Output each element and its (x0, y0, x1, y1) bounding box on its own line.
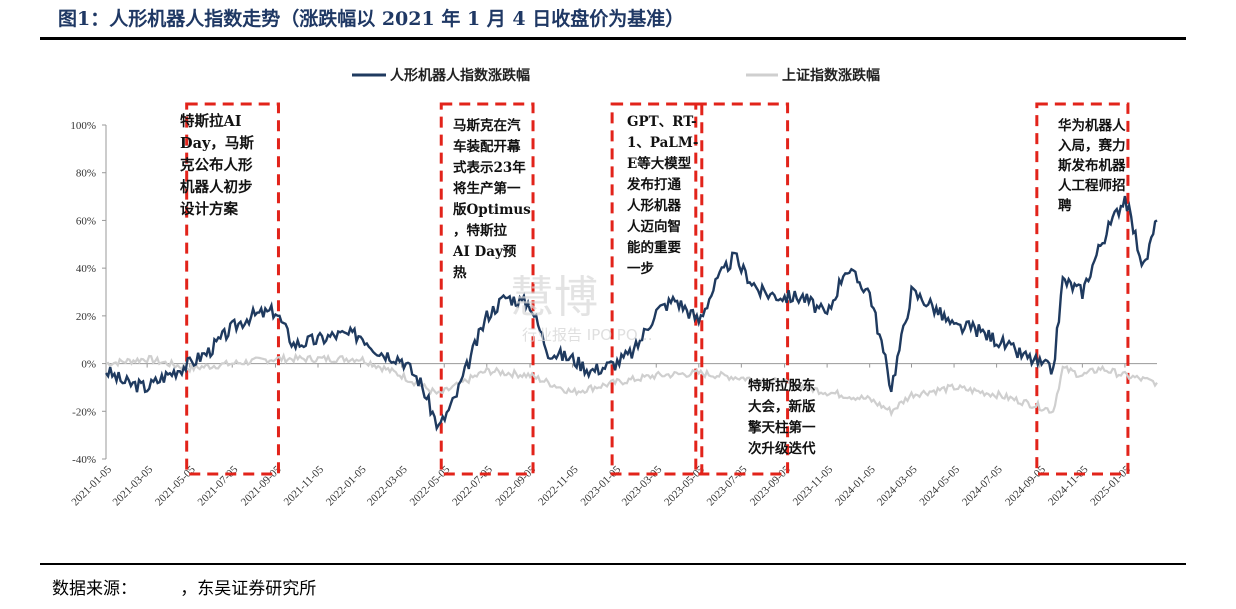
event-box (610, 102, 704, 476)
x-tick-label: 2021-07-05 (196, 463, 241, 508)
annotation-line: 聘 (1058, 197, 1072, 214)
annotation-line: 设计方案 (180, 200, 238, 218)
annotation-line: 人工程师招 (1058, 177, 1126, 194)
annotation-line: 一步 (627, 260, 654, 277)
y-tick-label: 100% (70, 120, 96, 132)
annotation-line: 1、PaLM- (627, 135, 698, 151)
x-tick-label: 2024-03-05 (875, 463, 920, 508)
annotation-line: 人迈向智 (627, 218, 681, 235)
annotation-line: Day，马斯 (180, 134, 254, 152)
x-tick-label: 2024-01-05 (833, 463, 878, 508)
y-tick-label: 60% (76, 215, 96, 227)
x-tick-label: 2024-11-05 (1046, 463, 1091, 508)
annotation-line: 发布打通 (626, 176, 681, 193)
x-tick-label: 2023-11-05 (791, 463, 836, 508)
x-tick-label: 2022-11-05 (536, 463, 581, 508)
x-tick-label: 2021-05-05 (153, 463, 198, 508)
annotation-line: 机器人初步 (180, 178, 253, 196)
event-box (1035, 102, 1130, 476)
x-tick-label: 2024-05-05 (917, 463, 962, 508)
annotation-line: 克公布人形 (180, 156, 253, 174)
x-tick-label: 2024-09-05 (1003, 463, 1048, 508)
x-tick-label: 2022-05-05 (408, 463, 453, 508)
series-humanoid-line (105, 195, 1158, 432)
annotation-line: GPT、RT- (627, 114, 697, 130)
annotation-line: 马斯克在汽 (453, 117, 521, 134)
y-tick-label: 0% (81, 359, 96, 371)
annotation-line: 大会，新版 (748, 398, 816, 415)
annotation-line: 次升级迭代 (748, 440, 816, 457)
annotation-line: 热 (453, 264, 467, 281)
annotation-line: 将生产第一 (453, 180, 521, 197)
event-box (439, 102, 535, 476)
y-tick-label: 20% (76, 311, 96, 323)
x-tick-label: 2024-07-05 (960, 463, 1005, 508)
annotation-line: 斯发布机器 (1058, 157, 1126, 174)
x-tick-label: 2021-11-05 (282, 463, 327, 508)
x-tick-label: 2023-07-05 (705, 463, 750, 508)
event-box (185, 102, 280, 476)
watermark-subtext: 行业报告 IPO PO… (522, 326, 653, 344)
x-tick-label: 2022-03-05 (365, 463, 410, 508)
bottom-rule (40, 563, 1186, 565)
watermark-logo: 慧博 (510, 272, 598, 323)
annotation-line: 特斯拉股东 (748, 377, 816, 394)
annotation-line: 版Optimus (453, 201, 531, 218)
y-tick-label: 80% (76, 168, 96, 180)
annotation-line: 能的重要 (627, 239, 681, 256)
line-chart: 100%80%60%40%20%0%-20%-40% 2021-01-05202… (69, 67, 1158, 508)
annotation-line: 华为机器人 (1058, 117, 1126, 134)
annotation-line: E等大模型 (627, 155, 692, 172)
figure-title: 图1：人形机器人指数走势（涨跌幅以 2021 年 1 月 4 日收盘价为基准） (58, 8, 685, 30)
series-shanghai-line (105, 352, 1158, 418)
y-tick-label: -40% (72, 454, 96, 466)
y-tick-label: 40% (76, 263, 96, 275)
annotation-line: 特斯拉AI (180, 112, 242, 130)
annotation-line: 式表示23年 (453, 159, 526, 176)
annotation-line: 人形机器 (627, 197, 681, 214)
top-rule (40, 37, 1186, 40)
x-tick-label: 2022-07-05 (450, 463, 495, 508)
legend-label-shanghai: 上证指数涨跌幅 (782, 67, 880, 84)
y-tick-label: -20% (72, 406, 96, 418)
source-note: 数据来源： ，东吴证券研究所 (52, 579, 317, 599)
annotation-line: ，特斯拉 (453, 222, 507, 239)
legend-label-humanoid: 人形机器人指数涨跌幅 (390, 67, 530, 84)
event-box (694, 102, 790, 476)
x-tick-label: 2023-01-05 (578, 463, 623, 508)
annotation-line: 擎天柱第一 (748, 419, 816, 436)
annotation-line: AI Day预 (452, 244, 517, 260)
x-tick-label: 2021-01-05 (69, 463, 114, 508)
x-tick-label: 2022-01-05 (324, 463, 369, 508)
x-tick-label: 2021-03-05 (110, 463, 155, 508)
x-tick-label: 2023-03-05 (620, 463, 665, 508)
annotation-line: 车装配开幕 (453, 138, 521, 155)
annotation-line: 入局，赛力 (1058, 137, 1126, 154)
